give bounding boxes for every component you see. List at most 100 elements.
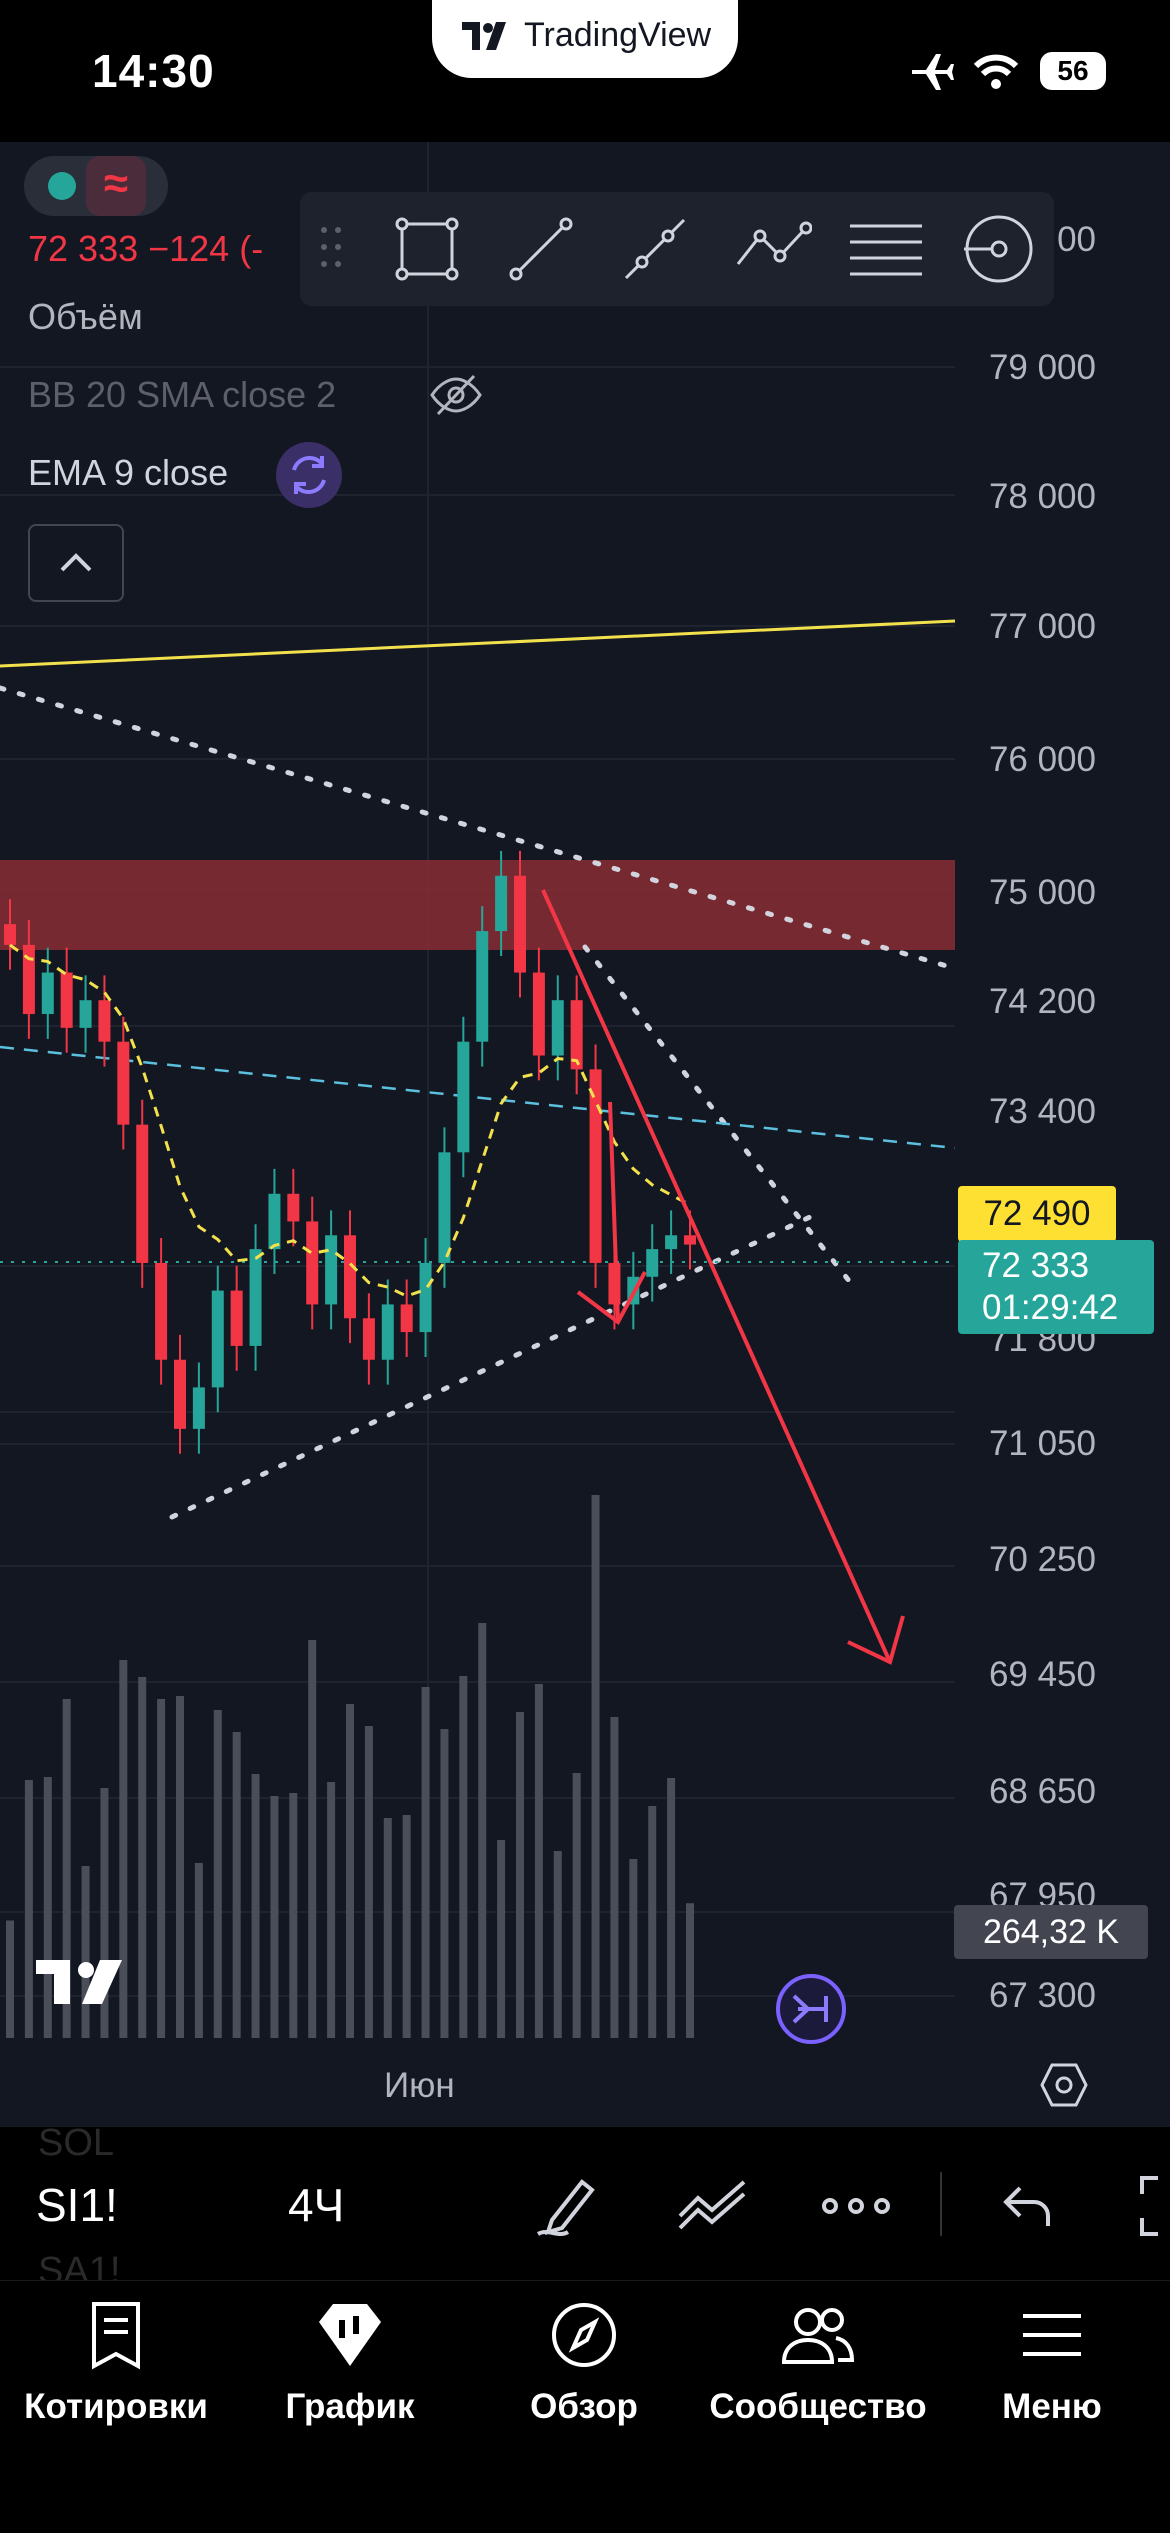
drawing-toolbar[interactable] (300, 192, 1054, 306)
symbol-selector[interactable]: SI1! (36, 2179, 118, 2231)
legend-ema[interactable]: EMA 9 close (28, 452, 229, 493)
time-axis-label: Июн (384, 2066, 455, 2105)
candle (325, 1235, 338, 1305)
candle (362, 1318, 375, 1360)
brush-icon[interactable] (962, 212, 1036, 286)
last-price-badge[interactable]: 72 333 01:29:42 (958, 1240, 1154, 1334)
pen-icon[interactable] (532, 2172, 604, 2240)
candle (457, 1041, 470, 1153)
trend-line-icon[interactable] (506, 214, 576, 284)
volume-bar (402, 1815, 411, 2038)
fullscreen-icon[interactable] (1132, 2172, 1170, 2240)
airplane-icon (912, 54, 954, 90)
symbol-ghost-above: SOL (38, 2122, 115, 2164)
candle (79, 1000, 92, 1028)
candle (136, 1124, 149, 1263)
candle (174, 1359, 186, 1429)
chart-settings-icon[interactable] (1040, 2062, 1088, 2108)
candle (476, 931, 489, 1042)
candle (419, 1262, 432, 1333)
last-price-value: 72 333 (982, 1246, 1090, 1285)
arrow-right-icon (792, 1994, 828, 2024)
volume-bar (534, 1684, 543, 2038)
eye-hidden-icon[interactable] (428, 372, 484, 418)
volume-bar (667, 1778, 676, 2038)
tradingview-watermark-icon[interactable] (34, 1954, 130, 2010)
candle (287, 1193, 300, 1222)
tab-chart[interactable]: График (240, 2300, 460, 2427)
price-label: 69 450 (988, 1655, 1096, 1694)
legend-toggle[interactable]: ≈ (24, 156, 168, 216)
candle (98, 1000, 111, 1042)
tab-quotes[interactable]: Котировки (6, 2300, 226, 2427)
volume-bar (421, 1687, 430, 2038)
wave-icon: ≈ (86, 156, 146, 216)
candle (438, 1152, 451, 1263)
volume-bar (497, 1840, 506, 2038)
tab-bar (0, 2280, 1170, 2533)
trend-line-yellow[interactable] (0, 619, 956, 668)
arrow-projection[interactable] (541, 889, 892, 1663)
compass-icon (552, 2303, 616, 2367)
volume-bar (157, 1699, 166, 2038)
candle (249, 1249, 262, 1346)
tab-quotes-label: Котировки (24, 2387, 208, 2426)
scroll-to-realtime-button[interactable] (776, 1974, 846, 2044)
volume-bar (213, 1710, 222, 2038)
tradingview-pill[interactable]: TradingView (432, 0, 738, 78)
volume-bar (62, 1699, 71, 2038)
refresh-icon[interactable] (274, 440, 344, 510)
chart-area[interactable] (0, 142, 1170, 2127)
price-label: 71 050 (988, 1424, 1096, 1463)
trend-line-dotted-upper[interactable] (0, 685, 953, 970)
wifi-icon (973, 54, 1019, 89)
tab-menu-label: Меню (1002, 2387, 1102, 2426)
tab-overview[interactable]: Обзор (474, 2300, 694, 2427)
drag-handle-icon[interactable] (316, 222, 346, 272)
price-label: 77 000 (988, 607, 1096, 646)
volume-bar (138, 1677, 147, 2038)
trend-line-dotted-wedge[interactable] (582, 944, 853, 1285)
ray-icon[interactable] (620, 214, 690, 284)
indicators-icon[interactable] (674, 2172, 750, 2240)
candle (381, 1304, 394, 1360)
legend-bb[interactable]: BB 20 SMA close 2 (28, 374, 337, 415)
tab-chart-label: График (285, 2387, 415, 2426)
tab-community[interactable]: Сообщество (708, 2300, 928, 2427)
tab-overview-label: Обзор (530, 2387, 638, 2426)
status-time: 14:30 (92, 45, 215, 97)
price-label: 75 000 (988, 873, 1096, 912)
volume-bar (648, 1806, 657, 2038)
more-icon[interactable] (818, 2172, 894, 2240)
candle (211, 1290, 224, 1388)
legend-volume[interactable]: Объём (28, 296, 143, 337)
interval-selector[interactable]: 4Ч (288, 2179, 345, 2231)
collapse-legend-button[interactable] (28, 524, 124, 602)
undo-icon[interactable] (994, 2172, 1054, 2240)
volume-bar (251, 1774, 260, 2038)
alert-price-badge[interactable]: 72 490 (958, 1186, 1116, 1242)
volume-bar (176, 1696, 184, 2038)
volume-bar (346, 1704, 354, 2038)
price-label: 74 200 (988, 982, 1096, 1021)
rectangle-icon[interactable] (392, 214, 462, 284)
tab-menu[interactable]: Меню (942, 2300, 1162, 2427)
volume-bars (6, 1495, 694, 2038)
chart-canvas[interactable] (0, 142, 1170, 2127)
trend-line-dotted-lower[interactable] (169, 1214, 813, 1520)
volume-bar (308, 1640, 317, 2038)
candle (495, 875, 508, 932)
arrow-down-small[interactable] (608, 1101, 620, 1323)
candle (117, 1041, 130, 1125)
candle (684, 1235, 696, 1245)
fib-levels-icon[interactable] (846, 214, 926, 284)
ema-line (9, 943, 691, 1298)
volume-bar (572, 1773, 581, 2038)
path-icon[interactable] (732, 214, 812, 284)
volume-bar (100, 1788, 109, 2038)
candle (192, 1387, 205, 1429)
tradingview-logo-icon (462, 22, 506, 50)
volume-bar (270, 1796, 279, 2038)
price-label: 67 300 (988, 1976, 1096, 2015)
trend-line-blue[interactable] (0, 1045, 956, 1150)
